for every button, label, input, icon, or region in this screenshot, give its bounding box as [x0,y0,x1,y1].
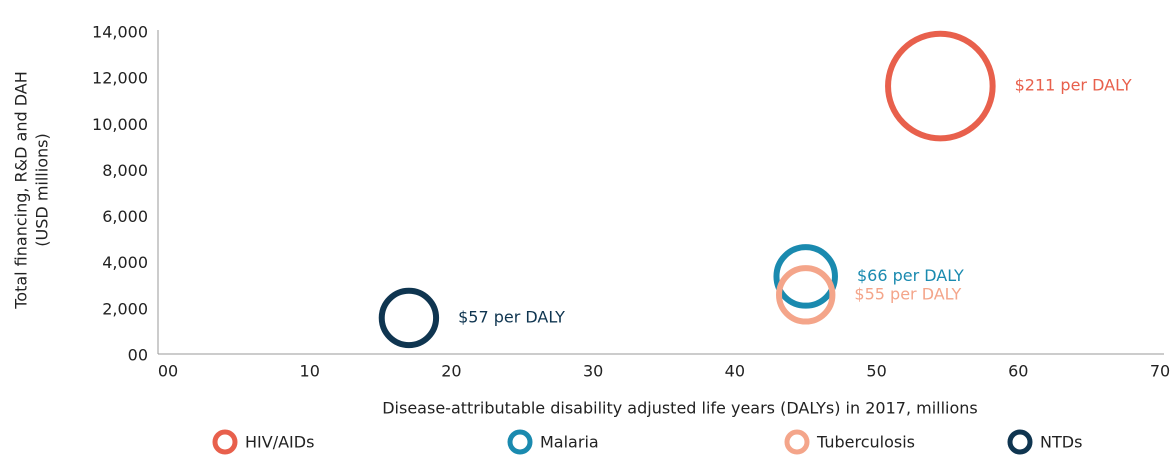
x-axis-title: Disease-attributable disability adjusted… [382,399,978,418]
x-tick-label: 30 [583,362,603,381]
bubble [885,30,996,142]
bubble [776,265,836,325]
legend-label: HIV/AIDs [245,433,314,452]
legend-label: Tuberculosis [816,433,915,452]
x-tick-label: 70 [1150,362,1170,381]
y-tick-label: 8,000 [102,161,148,180]
y-tick-label: 12,000 [92,69,148,88]
y-tick-label: 14,000 [92,23,148,42]
bubble-label: $211 per DALY [1015,76,1132,95]
y-tick-label: 00 [128,346,148,365]
y-tick-label: 4,000 [102,253,148,272]
legend-label: Malaria [540,433,599,452]
legend-swatch [212,429,238,455]
x-tick-label: 40 [725,362,745,381]
x-tick-label: 60 [1008,362,1028,381]
y-tick-label: 10,000 [92,115,148,134]
bubble-label: $66 per DALY [857,266,964,285]
bubble-label: $57 per DALY [458,307,565,326]
y-axis-title: Total financing, R&D and DAH [12,71,31,310]
bubble-label: $55 per DALY [854,284,961,303]
x-tick-label: 20 [441,362,461,381]
legend-swatch [507,429,533,455]
y-tick-label: 2,000 [102,299,148,318]
legend-swatch [784,429,810,455]
x-tick-label: 00 [158,362,178,381]
x-tick-label: 50 [866,362,886,381]
legend-swatch [1007,429,1033,455]
bubble [773,244,838,309]
bubble [378,287,440,349]
x-tick-label: 10 [300,362,320,381]
y-axis-title: (USD millions) [33,133,52,246]
y-tick-label: 6,000 [102,207,148,226]
legend-label: NTDs [1040,433,1082,452]
